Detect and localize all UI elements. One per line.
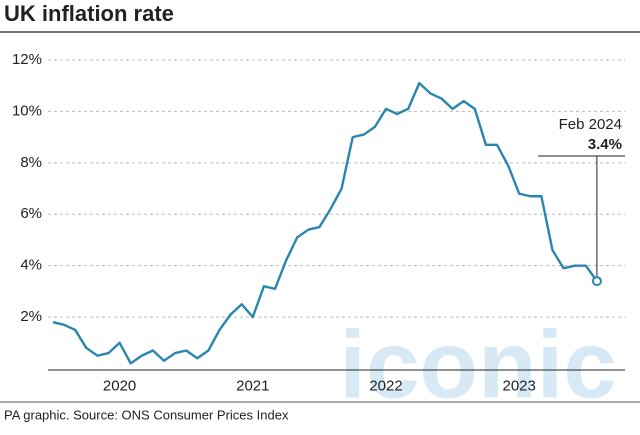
x-tick-label: 2023 — [503, 377, 536, 394]
y-tick-label: 4% — [20, 257, 42, 274]
value-label: 3.4% — [588, 136, 622, 153]
source: PA graphic. Source: ONS Consumer Prices … — [4, 407, 289, 422]
x-tick-label: 2022 — [369, 377, 402, 394]
x-tick-label: 2021 — [236, 377, 269, 394]
end-marker — [591, 276, 602, 287]
y-tick-label: 6% — [20, 205, 42, 222]
x-tick-label: 2020 — [103, 377, 136, 394]
annotation: Feb 2024 — [559, 116, 622, 133]
y-tick-label: 10% — [12, 102, 42, 119]
y-tick-label: 8% — [20, 154, 42, 171]
watermark: iconic — [339, 311, 616, 418]
y-tick-label: 12% — [12, 51, 42, 68]
y-tick-label: 2% — [20, 308, 42, 325]
chart-title: UK inflation rate — [4, 1, 174, 26]
line — [52, 81, 598, 365]
